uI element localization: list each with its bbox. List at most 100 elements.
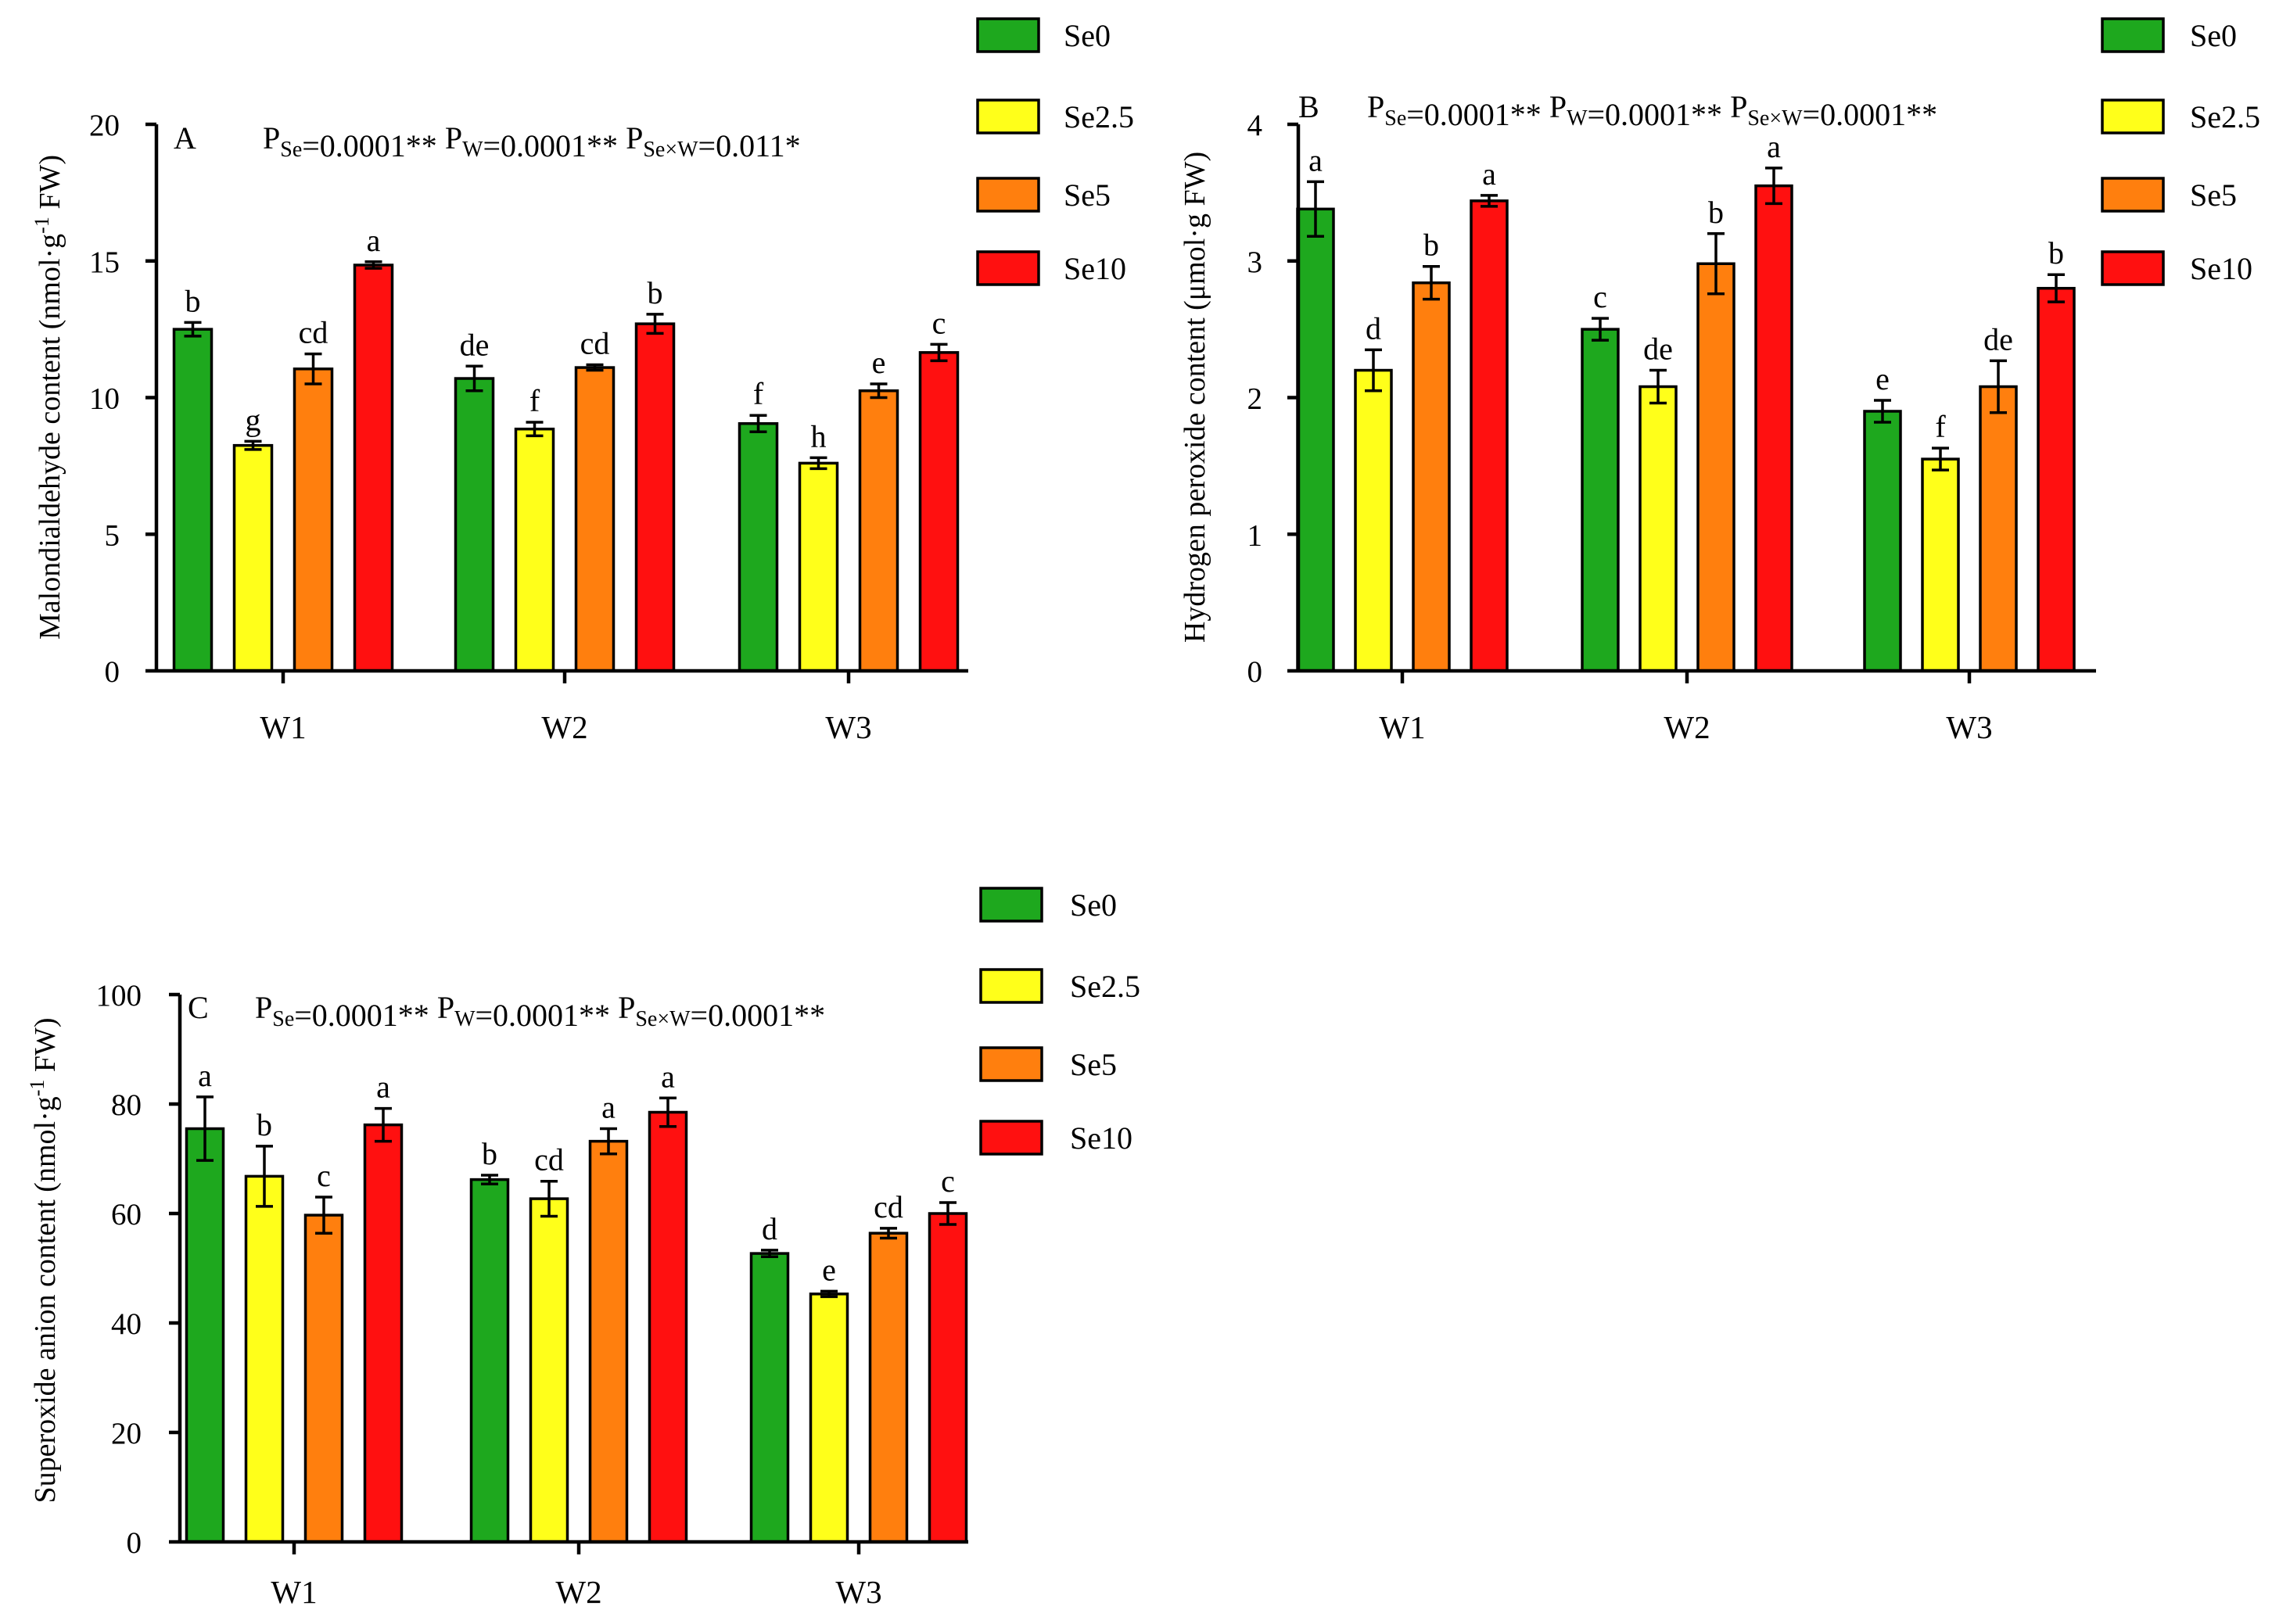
panel-letter: C [188, 990, 209, 1025]
bar-Se2.5-W3 [798, 461, 839, 672]
bar-Se5-W2 [1696, 262, 1735, 672]
bar-Se2.5-W3 [809, 1292, 849, 1543]
significance-letter: cd [580, 326, 610, 361]
y-tick-label: 100 [96, 979, 142, 1013]
y-tick-label: 20 [89, 109, 120, 142]
chart-panel-c: a b d b cd e c a cd a a c 0 20 40 60 80 100 W1 W2 W3 Superoxi… [26, 887, 1140, 1610]
significance-letter: cd [299, 315, 328, 350]
significance-letter: a [661, 1059, 675, 1094]
stats-annotation: PSe=0.0001** PW=0.0001** PSe×W=0.011* [263, 120, 801, 163]
y-tick-label: 4 [1247, 109, 1263, 142]
significance-letter: e [822, 1252, 836, 1287]
x-category-label: W2 [555, 1574, 601, 1610]
panel-letter: A [174, 120, 196, 156]
x-category-label: W2 [1664, 709, 1710, 745]
significance-letter: b [257, 1107, 272, 1142]
significance-letter: g [246, 402, 261, 437]
y-tick-label: 10 [89, 382, 120, 416]
significance-letter: c [932, 305, 946, 340]
y-tick-label: 0 [105, 655, 120, 689]
legend-label: Se2.5 [2190, 99, 2260, 134]
significance-letter: f [753, 376, 764, 411]
significance-letter: b [1423, 228, 1439, 263]
bar-Se10-W1 [353, 263, 394, 672]
legend-label: Se0 [1070, 887, 1117, 923]
significance-letter: a [601, 1090, 616, 1125]
legend-swatch-Se5 [2101, 177, 2165, 213]
y-axis-label: Hydrogen peroxide content (μmol·g FW) [1179, 152, 1211, 643]
legend-label: Se2.5 [1070, 969, 1140, 1004]
stats-annotation: PSe=0.0001** PW=0.0001** PSe×W=0.0001** [255, 990, 825, 1033]
significance-letter: d [1366, 310, 1381, 346]
legend-swatch-Se2.5 [976, 99, 1040, 134]
significance-letter: f [1935, 409, 1946, 444]
y-tick-label: 20 [111, 1417, 142, 1450]
x-category-label: W3 [835, 1574, 881, 1610]
bar-Se10-W1 [1470, 199, 1509, 672]
bar-Se2.5-W2 [1639, 385, 1678, 672]
legend-label: Se10 [1070, 1120, 1132, 1156]
legend-c: Se0 Se2.5 Se5 Se10 [979, 887, 1140, 1156]
y-tick-label: 0 [127, 1526, 142, 1560]
x-category-label: W2 [541, 709, 587, 745]
legend-swatch-Se5 [976, 177, 1040, 213]
bar-Se2.5-W3 [1921, 457, 1960, 672]
y-axis-label: Malondialdehyde content (nmol·g-1 FW) [31, 155, 66, 640]
legend-swatch-Se10 [976, 250, 1040, 286]
y-axis-label: Superoxide anion content (nmol·g-1 FW) [26, 1017, 62, 1503]
y-tick-label: 1 [1247, 518, 1263, 552]
bar-Se0-W3 [738, 421, 779, 672]
x-category-label: W3 [825, 709, 871, 745]
legend-b: Se0 Se2.5 Se5 Se10 [2101, 17, 2260, 286]
x-category-label: W1 [271, 1574, 317, 1610]
bar-Se2.5-W2 [529, 1197, 569, 1543]
significance-letter: b [648, 275, 663, 310]
bar-Se5-W3 [858, 389, 899, 672]
bar-Se2.5-W1 [1354, 368, 1393, 672]
legend-label: Se0 [2190, 18, 2237, 53]
legend-swatch-Se10 [979, 1120, 1043, 1156]
bar-Se0-W2 [454, 377, 495, 672]
significance-letter: e [1875, 361, 1890, 396]
significance-letter: cd [874, 1189, 903, 1224]
bar-Se2.5-W1 [232, 443, 274, 672]
significance-letter: a [1308, 142, 1323, 177]
legend-swatch-Se2.5 [979, 968, 1043, 1004]
bar-Se5-W3 [1979, 385, 2018, 672]
bar-Se0-W2 [469, 1178, 510, 1543]
chart-panel-b: a c e d de f b b de a a b 0 1 2 3 4 W1 W2 W3 Hydrogen peroxi… [1179, 17, 2260, 745]
significance-letter: a [1767, 129, 1781, 164]
y-tick-label: 40 [111, 1307, 142, 1341]
significance-letter: cd [534, 1142, 564, 1178]
bar-Se5-W2 [574, 366, 616, 672]
significance-letter: b [482, 1136, 497, 1171]
legend-swatch-Se10 [2101, 250, 2165, 286]
bar-Se2.5-W1 [244, 1174, 285, 1543]
significance-letter: b [1708, 195, 1724, 230]
y-tick-label: 3 [1247, 246, 1263, 279]
bar-Se0-W1 [185, 1127, 225, 1543]
legend-swatch-Se0 [2101, 17, 2165, 53]
bar-Se0-W1 [1296, 207, 1335, 672]
bar-Se0-W1 [172, 328, 214, 672]
legend-swatch-Se0 [979, 887, 1043, 923]
bar-Se0-W3 [749, 1252, 790, 1543]
y-tick-label: 15 [89, 246, 120, 279]
significance-letter: a [198, 1058, 212, 1093]
legend-a: Se0 Se2.5 Se5 Se10 [976, 17, 1134, 286]
bar-Se10-W3 [928, 1212, 968, 1543]
bar-Se10-W2 [634, 322, 676, 672]
significance-letter: e [872, 345, 886, 380]
significance-letter: a [376, 1070, 390, 1105]
legend-swatch-Se0 [976, 17, 1040, 53]
bar-Se5-W3 [868, 1231, 909, 1543]
y-tick-label: 0 [1247, 655, 1263, 689]
legend-label: Se0 [1064, 18, 1111, 53]
bar-Se0-W2 [1581, 328, 1620, 672]
bar-Se10-W2 [648, 1110, 688, 1543]
significance-letter: de [1643, 332, 1673, 367]
bar-Se2.5-W2 [514, 427, 555, 672]
x-category-label: W1 [1379, 709, 1425, 745]
y-tick-label: 80 [111, 1088, 142, 1122]
